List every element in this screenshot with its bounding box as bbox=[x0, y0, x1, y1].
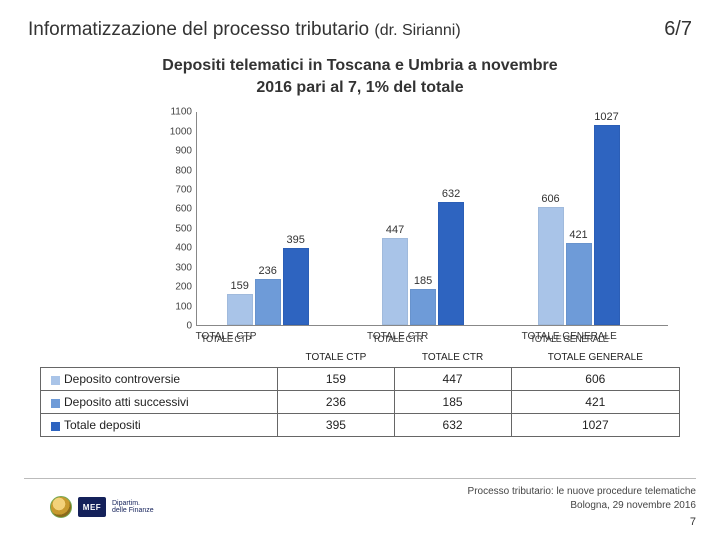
bar-value-label: 632 bbox=[442, 188, 460, 200]
table-row: Deposito atti successivi236185421 bbox=[41, 391, 680, 414]
mef-text-l2: delle Finanze bbox=[112, 507, 154, 514]
bar-value-label: 185 bbox=[414, 275, 432, 287]
y-tick: 800 bbox=[148, 165, 192, 176]
slide-title: Informatizzazione del processo tributari… bbox=[28, 19, 461, 41]
mef-text: Dipartim. delle Finanze bbox=[112, 500, 154, 515]
y-tick: 500 bbox=[148, 223, 192, 234]
bar-value-label: 606 bbox=[541, 193, 559, 205]
bar: 236 bbox=[255, 279, 281, 325]
y-tick: 600 bbox=[148, 204, 192, 215]
table-cell: 185 bbox=[394, 391, 511, 414]
footer-line2: Bologna, 29 novembre 2016 bbox=[570, 500, 696, 511]
legend-swatch-icon bbox=[51, 376, 60, 385]
table-col-header: TOTALE CTP bbox=[278, 348, 394, 368]
slide: Informatizzazione del processo tributari… bbox=[0, 0, 720, 540]
x-axis-label: TOTALE GENERALETOTALE GENERALE bbox=[522, 332, 617, 344]
table-cell: 236 bbox=[278, 391, 394, 414]
title-row: Informatizzazione del processo tributari… bbox=[28, 18, 692, 41]
table-col-header: TOTALE CTR bbox=[394, 348, 511, 368]
chart-container: 1592363954471856326064211027 01002003004… bbox=[28, 112, 692, 342]
y-tick: 100 bbox=[148, 301, 192, 312]
bar: 1027 bbox=[594, 125, 620, 325]
table-col-header: TOTALE GENERALE bbox=[511, 348, 679, 368]
subtitle-line2: 2016 pari al 7, 1% del totale bbox=[256, 79, 463, 96]
bar: 159 bbox=[227, 294, 253, 325]
data-table: TOTALE CTPTOTALE CTRTOTALE GENERALEDepos… bbox=[40, 348, 680, 437]
subtitle: Depositi telematici in Toscana e Umbria … bbox=[28, 55, 692, 98]
plot-area: 1592363954471856326064211027 bbox=[196, 112, 668, 326]
x-axis-label: TOTALE CTPTOTALE CTP bbox=[196, 332, 257, 344]
table-cell: 606 bbox=[511, 368, 679, 391]
x-axis-label: TOTALE CTRTOTALE CTR bbox=[367, 332, 428, 344]
y-tick: 200 bbox=[148, 282, 192, 293]
bar: 606 bbox=[538, 207, 564, 325]
y-tick: 400 bbox=[148, 243, 192, 254]
slide-page-indicator: 6/7 bbox=[664, 18, 692, 41]
y-tick: 0 bbox=[148, 321, 192, 332]
y-tick: 1100 bbox=[148, 107, 192, 118]
title-main: Informatizzazione del processo tributari… bbox=[28, 19, 374, 40]
legend-swatch-icon bbox=[51, 422, 60, 431]
table-row-header: Totale depositi bbox=[41, 414, 278, 437]
table-cell: 421 bbox=[511, 391, 679, 414]
y-tick: 300 bbox=[148, 262, 192, 273]
bar-value-label: 395 bbox=[286, 234, 304, 246]
bar-value-label: 421 bbox=[569, 229, 587, 241]
table-row: Deposito controversie159447606 bbox=[41, 368, 680, 391]
bar: 632 bbox=[438, 202, 464, 325]
table-row-header: Deposito atti successivi bbox=[41, 391, 278, 414]
y-tick: 700 bbox=[148, 185, 192, 196]
table-header-empty bbox=[41, 348, 278, 368]
table-cell: 447 bbox=[394, 368, 511, 391]
bar-value-label: 447 bbox=[386, 224, 404, 236]
title-paren: (dr. Sirianni) bbox=[374, 22, 460, 39]
y-tick: 1000 bbox=[148, 126, 192, 137]
bar: 447 bbox=[382, 238, 408, 325]
table-header-row: TOTALE CTPTOTALE CTRTOTALE GENERALE bbox=[41, 348, 680, 368]
bar-group: 6064211027 bbox=[538, 125, 620, 325]
footer-line1: Processo tributario: le nuove procedure … bbox=[468, 486, 696, 497]
table-cell: 395 bbox=[278, 414, 394, 437]
emblem-icon bbox=[50, 496, 72, 518]
bar-chart: 1592363954471856326064211027 01002003004… bbox=[148, 112, 668, 342]
bar-value-label: 159 bbox=[230, 280, 248, 292]
table-row: Totale depositi3956321027 bbox=[41, 414, 680, 437]
mef-text-l1: Dipartim. bbox=[112, 500, 140, 507]
mef-badge: MEF bbox=[78, 497, 106, 517]
table-cell: 632 bbox=[394, 414, 511, 437]
legend-swatch-icon bbox=[51, 399, 60, 408]
bar-value-label: 1027 bbox=[594, 111, 618, 123]
bar-group: 447185632 bbox=[382, 202, 464, 325]
table-cell: 159 bbox=[278, 368, 394, 391]
bar-value-label: 236 bbox=[258, 265, 276, 277]
bar: 185 bbox=[410, 289, 436, 325]
footer-divider bbox=[24, 478, 696, 479]
table-row-header: Deposito controversie bbox=[41, 368, 278, 391]
footer: Processo tributario: le nuove procedure … bbox=[24, 478, 696, 530]
bar: 395 bbox=[283, 248, 309, 325]
logo-block: MEF Dipartim. delle Finanze bbox=[50, 496, 154, 518]
table-cell: 1027 bbox=[511, 414, 679, 437]
bar: 421 bbox=[566, 243, 592, 325]
subtitle-line1: Depositi telematici in Toscana e Umbria … bbox=[162, 57, 557, 74]
bar-group: 159236395 bbox=[227, 248, 309, 325]
y-tick: 900 bbox=[148, 146, 192, 157]
